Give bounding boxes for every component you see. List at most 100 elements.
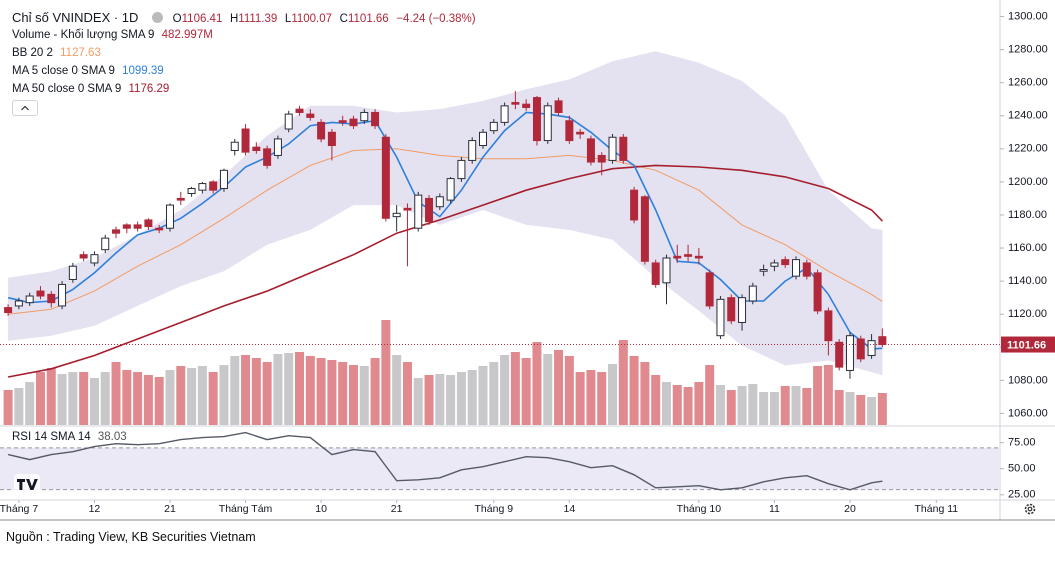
candle-body <box>500 105 509 123</box>
volume-bar <box>780 386 790 425</box>
legend-name: MA 50 close 0 SMA 9 <box>12 83 122 95</box>
candle-body <box>241 128 250 153</box>
volume-bar <box>629 356 639 425</box>
ohlc-value: 1100.07 <box>291 13 333 25</box>
volume-bar <box>651 375 661 425</box>
volume-bar <box>661 382 671 425</box>
volume-bar <box>834 390 844 425</box>
legend-value: 1127.63 <box>60 47 101 59</box>
candle-body <box>68 265 77 280</box>
rsi-y-tick-label: 25.00 <box>1008 489 1036 501</box>
candle-body <box>317 121 326 140</box>
legend-value: 1176.29 <box>128 83 170 95</box>
volume-bar <box>133 372 143 425</box>
settings-button[interactable] <box>1024 503 1036 515</box>
candle-body <box>608 136 617 161</box>
volume-bar <box>89 378 99 425</box>
volume-bar <box>813 366 823 425</box>
volume-bar <box>640 362 650 425</box>
volume-bar <box>759 392 769 425</box>
rsi-y-tick-label: 75.00 <box>1008 437 1036 449</box>
volume-bar <box>877 393 887 425</box>
ohlc-value: 1111.39 <box>238 13 278 25</box>
volume-bar <box>154 377 164 425</box>
volume-bar <box>338 362 348 425</box>
volume-bar <box>456 372 466 425</box>
y-tick-label: 1280.00 <box>1008 44 1048 56</box>
candle-body <box>14 300 23 307</box>
legend-value: 482.997M <box>161 29 213 41</box>
collapse-legend-button[interactable] <box>12 100 38 116</box>
y-tick-label: 1160.00 <box>1008 242 1047 254</box>
candle-body <box>263 148 272 166</box>
x-tick-label: Tháng 7 <box>0 503 38 515</box>
candle-body <box>392 212 401 218</box>
candle-body <box>403 207 412 211</box>
candle-body <box>770 262 779 267</box>
volume-bar <box>586 370 596 425</box>
candle-body <box>122 224 131 229</box>
candle-body <box>371 111 380 127</box>
candle-body <box>489 121 498 132</box>
volume-bar <box>435 374 445 425</box>
rsi-band <box>0 447 1000 490</box>
tv-logo <box>14 474 40 494</box>
candle-body <box>4 307 13 314</box>
volume-bar <box>79 372 89 425</box>
candle-body <box>252 146 261 151</box>
candle-body <box>554 100 563 113</box>
candle-body <box>522 103 531 108</box>
chevron-icon <box>21 105 29 111</box>
volume-bar <box>791 386 801 425</box>
volume-bar <box>370 358 380 425</box>
candle-body <box>25 295 34 304</box>
candle-body <box>435 196 444 208</box>
candle-body <box>112 229 121 234</box>
y-tick-label: 1300.00 <box>1008 10 1048 22</box>
volume-bar <box>500 355 510 425</box>
candle-body <box>738 297 747 323</box>
candle-body <box>176 197 185 201</box>
candle-body <box>58 283 67 307</box>
volume-bar <box>510 352 520 425</box>
candle-body <box>532 97 541 142</box>
ohlc-prefix: H <box>229 13 239 25</box>
volume-bar <box>262 362 272 425</box>
bollinger-basis <box>8 148 883 315</box>
volume-bar <box>424 375 434 425</box>
ohlc-prefix: L <box>284 13 292 25</box>
x-tick-label: Tháng Tám <box>219 503 273 515</box>
y-tick-label: 1120.00 <box>1008 308 1047 320</box>
x-tick-label: Tháng 10 <box>677 503 722 515</box>
legend-value: 38.03 <box>97 431 127 443</box>
legend-name: MA 5 close 0 SMA 9 <box>12 65 115 77</box>
candle-body <box>381 136 390 219</box>
volume-bar <box>35 372 45 425</box>
candle-body <box>144 219 153 228</box>
candle-body <box>360 111 369 122</box>
symbol-legend: Chỉ số VNINDEX · 1D O1106.41 H1111.39 L1… <box>12 10 480 25</box>
candle-body <box>684 254 693 257</box>
candle-body <box>209 181 218 191</box>
volume-bar <box>316 358 326 425</box>
volume-bar <box>521 358 531 425</box>
candle-body <box>835 341 844 368</box>
legend-name: BB 20 2 <box>12 47 53 59</box>
volume-bar <box>802 388 812 425</box>
y-tick-label: 1080.00 <box>1008 374 1048 386</box>
candle-body <box>273 138 282 156</box>
candle-body <box>133 224 142 229</box>
volume-bar <box>769 392 779 425</box>
visibility-toggle[interactable] <box>152 12 164 23</box>
candle-body <box>824 310 833 342</box>
x-tick-label: 12 <box>89 503 101 515</box>
volume-bar <box>208 372 218 425</box>
volume-bar <box>608 364 618 425</box>
volume-bar <box>446 375 456 425</box>
candle-body <box>155 227 164 231</box>
volume-bar <box>683 387 693 425</box>
x-tick-label: Tháng 11 <box>915 503 959 515</box>
ma50-legend: MA 50 close 0 SMA 9 1176.29 <box>12 83 173 95</box>
volume-bar <box>176 366 186 425</box>
candle-body <box>511 102 520 105</box>
